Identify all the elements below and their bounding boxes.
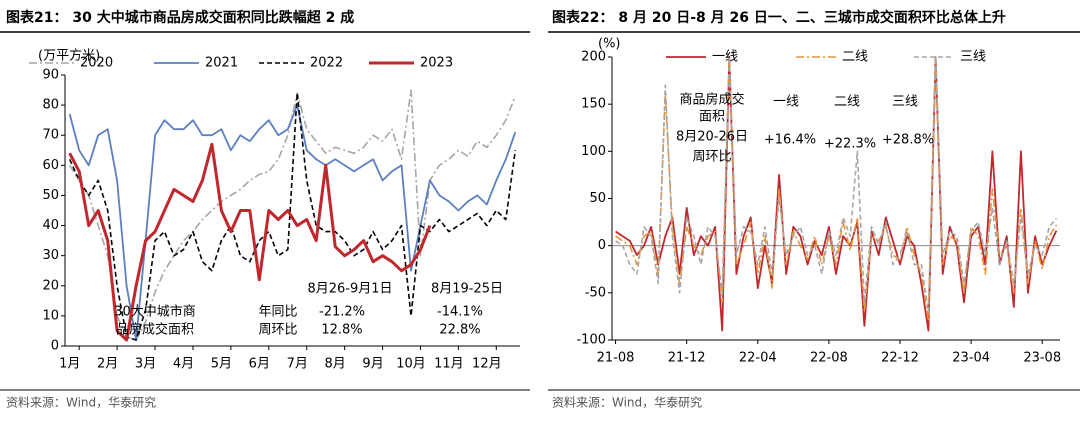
- annotation: 三线: [892, 95, 918, 110]
- x-tick-label: 22-08: [810, 351, 848, 366]
- x-tick-label: 21-08: [597, 351, 635, 366]
- y-tick-label: 90: [42, 68, 59, 83]
- annotation: 22.8%: [439, 323, 480, 338]
- annotation: 8月20-26日: [676, 130, 748, 145]
- series-line: [68, 92, 517, 341]
- annotation: 品房成交面积: [116, 322, 194, 338]
- y-tick-label: 40: [42, 218, 59, 233]
- legend-label: 2020: [80, 56, 113, 71]
- annotation: -14.1%: [437, 305, 483, 320]
- annotation: 年同比: [258, 305, 297, 320]
- x-tick-label: 23-08: [1023, 351, 1061, 366]
- x-tick-label: 21-12: [668, 351, 706, 366]
- source: 资料来源：Wind，华泰研究: [6, 395, 156, 410]
- annotation: 8月26-9月1日: [307, 282, 392, 297]
- annotation: 周环比: [692, 150, 731, 165]
- annotation: 12.8%: [321, 323, 362, 338]
- y-axis-label: (%): [598, 37, 621, 52]
- annotation: 周环比: [258, 323, 297, 338]
- source: 资料来源：Wind，华泰研究: [552, 395, 702, 410]
- annotation: +16.4%: [764, 133, 816, 148]
- annotation: +28.8%: [882, 133, 934, 148]
- y-tick-label: 0: [598, 238, 606, 253]
- x-tick-label: 7月: [287, 357, 308, 372]
- legend-label: 2021: [205, 56, 238, 71]
- series-line: [68, 142, 432, 342]
- x-tick-label: 6月: [249, 357, 270, 372]
- series-line: [615, 56, 1058, 322]
- y-tick-label: 150: [581, 97, 606, 112]
- legend-label: 二线: [842, 50, 868, 65]
- x-tick-label: 5月: [211, 357, 232, 372]
- y-tick-label: -50: [585, 285, 606, 300]
- y-tick-label: 80: [42, 98, 59, 113]
- x-tick-label: 23-04: [952, 351, 990, 366]
- x-tick-label: 2月: [97, 357, 118, 372]
- chart-title: 图表21： 30 大中城市商品房成交面积同比跌幅超 2 成: [6, 9, 354, 26]
- y-tick-label: 200: [581, 50, 606, 65]
- x-tick-label: 12月: [472, 357, 502, 372]
- y-tick-label: 70: [42, 128, 59, 143]
- annotation: -21.2%: [319, 305, 365, 320]
- y-tick-label: 50: [589, 191, 606, 206]
- annotation: 二线: [834, 95, 860, 110]
- y-tick-label: 10: [42, 308, 59, 323]
- y-tick-label: 60: [42, 158, 59, 173]
- chart-title: 图表22： 8 月 20 日-8 月 26 日一、二、三城市成交面积环比总体上升: [552, 9, 1006, 26]
- x-tick-label: 8月: [325, 357, 346, 372]
- annotation: 一线: [773, 95, 799, 110]
- series-line: [615, 56, 1058, 313]
- x-tick-label: 22-12: [881, 351, 919, 366]
- annotation: 8月19-25日: [431, 282, 503, 297]
- y-tick-label: 50: [42, 188, 59, 203]
- y-tick-label: 100: [581, 144, 606, 159]
- legend-label: 三线: [960, 50, 986, 65]
- annotation: 30大中城市商: [114, 304, 196, 320]
- x-tick-label: 4月: [173, 357, 194, 372]
- legend-label: 2023: [420, 56, 453, 71]
- legend-label: 2022: [310, 56, 343, 71]
- y-tick-label: 30: [42, 248, 59, 263]
- annotation: 商品房成交: [679, 92, 744, 108]
- series-line: [68, 104, 517, 341]
- x-tick-label: 3月: [135, 357, 156, 372]
- x-tick-label: 11月: [434, 357, 464, 372]
- x-tick-label: 10月: [396, 357, 426, 372]
- x-tick-label: 1月: [59, 357, 80, 372]
- y-axis-label: (万平方米): [38, 48, 100, 64]
- y-tick-label: 20: [42, 278, 59, 293]
- y-tick-label: -100: [576, 333, 606, 348]
- x-tick-label: 9月: [362, 357, 383, 372]
- legend-label: 一线: [712, 50, 738, 65]
- y-tick-label: 0: [51, 339, 59, 354]
- annotation: 面积: [699, 110, 725, 125]
- annotation: +22.3%: [824, 137, 876, 152]
- x-tick-label: 22-04: [739, 351, 777, 366]
- series-line: [69, 89, 517, 341]
